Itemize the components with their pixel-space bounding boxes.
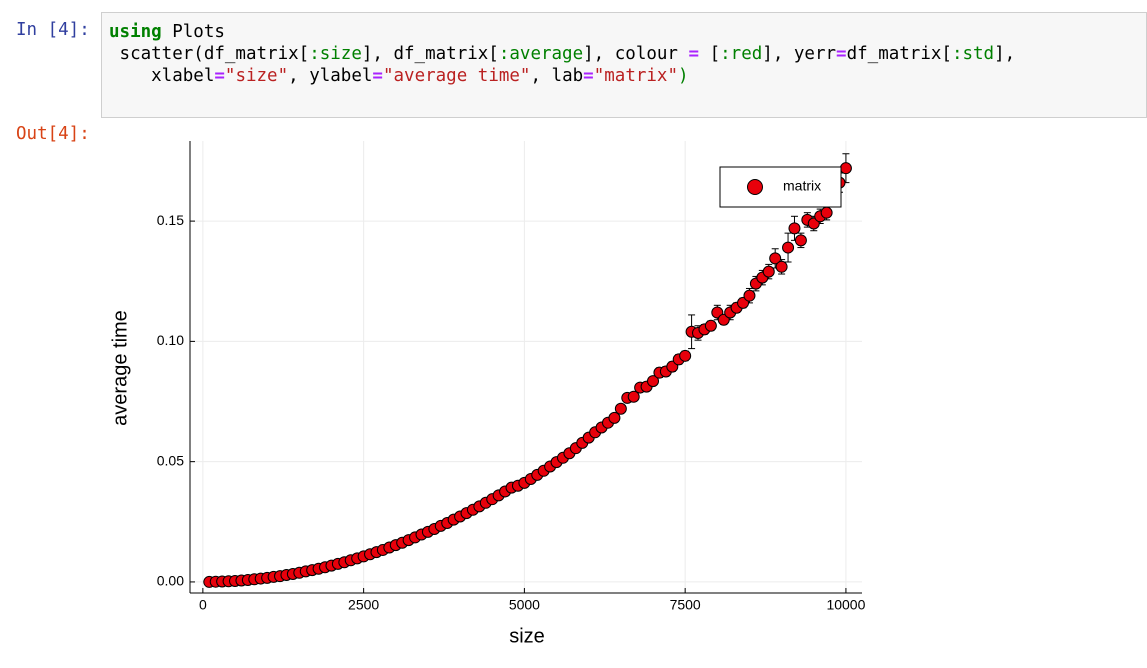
token: "average time" (382, 66, 531, 86)
token: "matrix" (593, 66, 679, 86)
token: ], yerr (762, 44, 837, 64)
point (704, 319, 717, 332)
point (614, 402, 627, 415)
legend-label: matrix (783, 178, 821, 194)
point (679, 349, 692, 362)
x-tick-label: 2500 (348, 597, 379, 613)
x-axis-label: size (509, 625, 545, 647)
point (608, 411, 621, 424)
token: "size" (224, 66, 289, 86)
token: :std (951, 44, 995, 64)
token: = (836, 44, 847, 64)
y-axis-label: average time (109, 310, 131, 426)
token: = (372, 66, 383, 86)
point (775, 260, 788, 273)
y-tick-label: 0.10 (157, 332, 184, 348)
token: ], df_matrix[ (361, 44, 499, 64)
token: df_matrix[ (846, 44, 952, 64)
token: xlabel (109, 66, 215, 86)
point (743, 289, 756, 302)
point (769, 252, 782, 265)
code-cell[interactable]: using Plots scatter(df_matrix[:size], df… (101, 12, 1147, 118)
point (762, 265, 775, 278)
token: , lab (530, 66, 584, 86)
token: = (214, 66, 225, 86)
x-tick-label: 0 (199, 597, 207, 613)
token: :size (309, 44, 362, 64)
x-tick-label: 5000 (509, 597, 540, 613)
x-tick-label: 7500 (670, 597, 701, 613)
legend-marker (747, 179, 763, 195)
code-line: scatter(df_matrix[:size], df_matrix[:ave… (109, 43, 1016, 65)
token: :red (720, 44, 763, 64)
x-tick-label: 10000 (826, 597, 865, 613)
y-tick-label: 0.15 (157, 212, 184, 228)
in-prompt: In [4]: (16, 20, 90, 40)
point (782, 241, 795, 254)
y-tick-label: 0.00 (157, 573, 184, 589)
point (839, 162, 852, 175)
point (647, 375, 660, 388)
token: = (688, 44, 700, 64)
code: using Plots scatter(df_matrix[:size], df… (109, 21, 1015, 87)
code-line: xlabel="size", ylabel="average time", la… (109, 65, 1015, 87)
token: ], colour (583, 44, 689, 64)
out-prompt: Out[4]: (16, 124, 90, 144)
y-tick-label: 0.05 (157, 452, 184, 468)
point (788, 222, 801, 235)
point (627, 390, 640, 403)
token: [ (699, 44, 721, 64)
token: = (583, 66, 594, 86)
legend-box (719, 166, 842, 208)
code-line: using Plots (109, 21, 1015, 43)
token: using (109, 22, 162, 42)
token: Plots (161, 22, 225, 42)
token: ], (994, 44, 1016, 64)
point (794, 234, 807, 247)
token: , ylabel (288, 66, 373, 86)
token: :average (498, 44, 584, 64)
token: scatter(df_matrix[ (109, 44, 310, 64)
point (820, 206, 833, 219)
token: ) (678, 66, 689, 86)
